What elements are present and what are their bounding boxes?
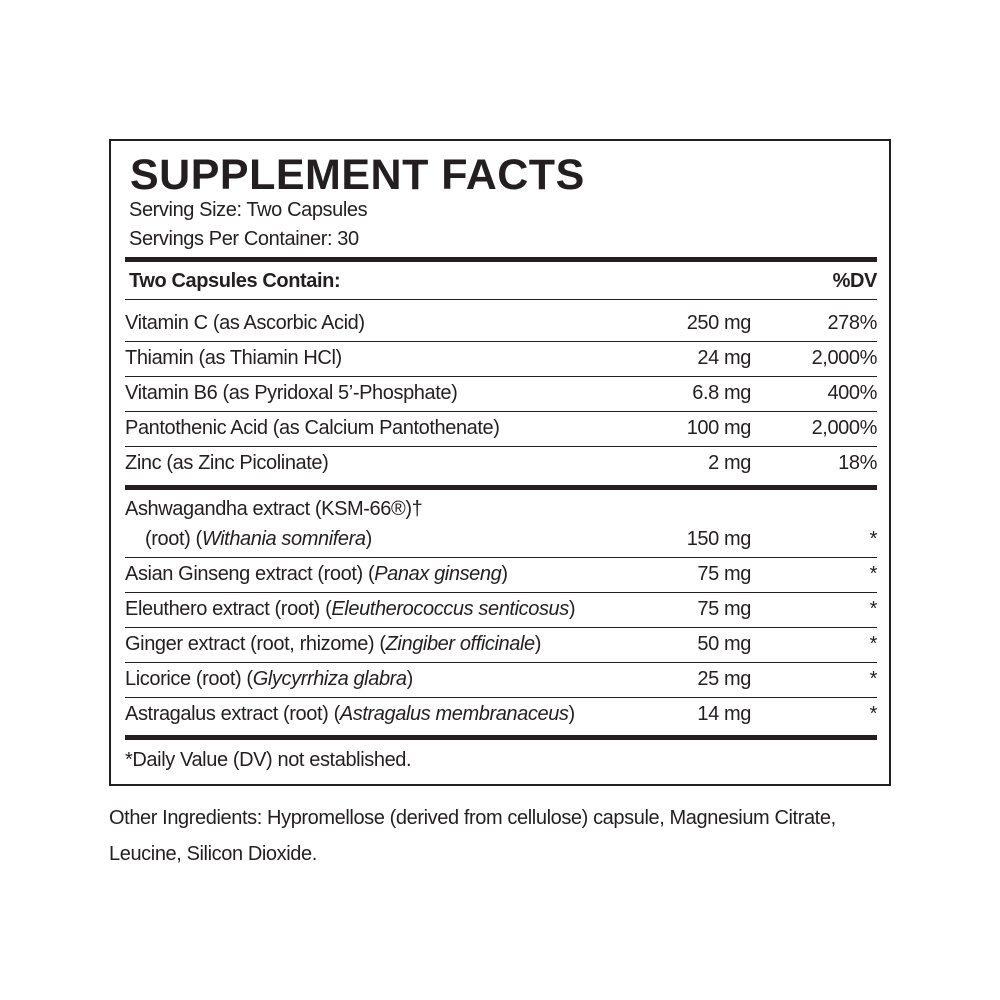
nutrient-dv: 18% bbox=[838, 452, 877, 474]
nutrient-name: Zinc (as Zinc Picolinate) bbox=[125, 452, 329, 474]
ingredient-name: Licorice (root) ( bbox=[125, 668, 253, 690]
serving-size: Serving Size: Two Capsules bbox=[129, 199, 368, 221]
footnote: *Daily Value (DV) not established. bbox=[125, 749, 412, 771]
ingredient-row: Ashwagandha extract (KSM-66®)† (root) (W… bbox=[125, 493, 877, 558]
servings-per-container: Servings Per Container: 30 bbox=[129, 228, 359, 250]
nutrient-name: Thiamin (as Thiamin HCl) bbox=[125, 347, 342, 369]
panel-title: SUPPLEMENT FACTS bbox=[130, 151, 585, 199]
paren: ) bbox=[406, 668, 414, 690]
header-dv: %DV bbox=[832, 270, 878, 292]
nutrient-row: Vitamin B6 (as Pyridoxal 5’-Phosphate) 6… bbox=[125, 377, 877, 412]
nutrient-row: Thiamin (as Thiamin HCl) 24 mg 2,000% bbox=[125, 342, 877, 377]
ingredient-amount: 14 mg bbox=[697, 703, 751, 725]
ingredient-row: Licorice (root) (Glycyrrhiza glabra) 25 … bbox=[125, 663, 877, 698]
nutrient-dv: 2,000% bbox=[811, 347, 878, 369]
nutrient-amount: 250 mg bbox=[686, 312, 752, 334]
ingredient-dv: * bbox=[869, 633, 878, 655]
latin-name: Astragalus membranaceus bbox=[339, 703, 569, 725]
paren: ) bbox=[568, 703, 576, 725]
ingredient-amount: 75 mg bbox=[697, 563, 751, 585]
ingredient-amount: 25 mg bbox=[697, 668, 751, 690]
ingredient-dv: * bbox=[869, 703, 878, 725]
paren: ) bbox=[501, 563, 508, 585]
paren: ) bbox=[534, 633, 542, 655]
nutrient-dv: 278% bbox=[827, 312, 877, 334]
nutrient-name: Pantothenic Acid (as Calcium Pantothenat… bbox=[125, 417, 500, 439]
ingredient-name: Asian Ginseng extract (root) ( bbox=[125, 563, 375, 585]
ingredient-row: Ginger extract (root, rhizome) (Zingiber… bbox=[125, 628, 877, 663]
latin-name: Eleutherococcus senticosus bbox=[331, 598, 569, 620]
nutrient-name: Vitamin B6 (as Pyridoxal 5’-Phosphate) bbox=[125, 382, 458, 404]
latin-name: Glycyrrhiza glabra bbox=[252, 668, 407, 690]
ingredient-row: Asian Ginseng extract (root) (Panax gins… bbox=[125, 558, 877, 593]
ingredient-row: Astragalus extract (root) (Astragalus me… bbox=[125, 698, 877, 732]
ingredient-name: Ashwagandha extract (KSM-66®)† bbox=[125, 498, 423, 520]
latin-name: Panax ginseng bbox=[374, 563, 502, 585]
nutrient-row: Zinc (as Zinc Picolinate) 2 mg 18% bbox=[125, 447, 877, 481]
supplement-facts-panel: SUPPLEMENT FACTS Serving Size: Two Capsu… bbox=[109, 139, 891, 786]
ingredient-dv: * bbox=[869, 598, 878, 620]
header-row: Two Capsules Contain: %DV bbox=[125, 265, 877, 300]
nutrient-dv: 400% bbox=[827, 382, 877, 404]
latin-name: Withania somnifera bbox=[201, 528, 366, 550]
nutrient-row: Pantothenic Acid (as Calcium Pantothenat… bbox=[125, 412, 877, 447]
nutrient-amount: 2 mg bbox=[708, 452, 751, 474]
ingredient-amount: 50 mg bbox=[697, 633, 751, 655]
ingredient-part: (root) ( bbox=[145, 528, 202, 550]
nutrient-row: Vitamin C (as Ascorbic Acid) 250 mg 278% bbox=[125, 307, 877, 342]
ingredient-amount: 75 mg bbox=[697, 598, 751, 620]
ingredient-name: Ginger extract (root, rhizome) ( bbox=[125, 633, 386, 655]
thick-divider bbox=[125, 485, 877, 490]
nutrient-amount: 100 mg bbox=[686, 417, 752, 439]
ingredient-name: Astragalus extract (root) ( bbox=[125, 703, 340, 725]
header-label: Two Capsules Contain: bbox=[129, 270, 341, 292]
thick-divider bbox=[125, 257, 877, 262]
paren: ) bbox=[568, 598, 576, 620]
ingredient-name: Eleuthero extract (root) ( bbox=[125, 598, 332, 620]
ingredient-dv: * bbox=[869, 528, 878, 550]
paren: ) bbox=[365, 528, 373, 550]
nutrient-amount: 6.8 mg bbox=[692, 382, 751, 404]
ingredient-row: Eleuthero extract (root) (Eleutherococcu… bbox=[125, 593, 877, 628]
nutrient-name: Vitamin C (as Ascorbic Acid) bbox=[125, 312, 365, 334]
ingredient-dv: * bbox=[869, 563, 878, 585]
nutrient-amount: 24 mg bbox=[697, 347, 751, 369]
latin-name: Zingiber officinale bbox=[385, 633, 536, 655]
ingredient-dv: * bbox=[869, 668, 878, 690]
ingredient-amount: 150 mg bbox=[686, 528, 752, 550]
thick-divider bbox=[125, 735, 877, 740]
nutrient-dv: 2,000% bbox=[811, 417, 878, 439]
other-ingredients: Other Ingredients: Hypromellose (derived… bbox=[109, 807, 836, 865]
